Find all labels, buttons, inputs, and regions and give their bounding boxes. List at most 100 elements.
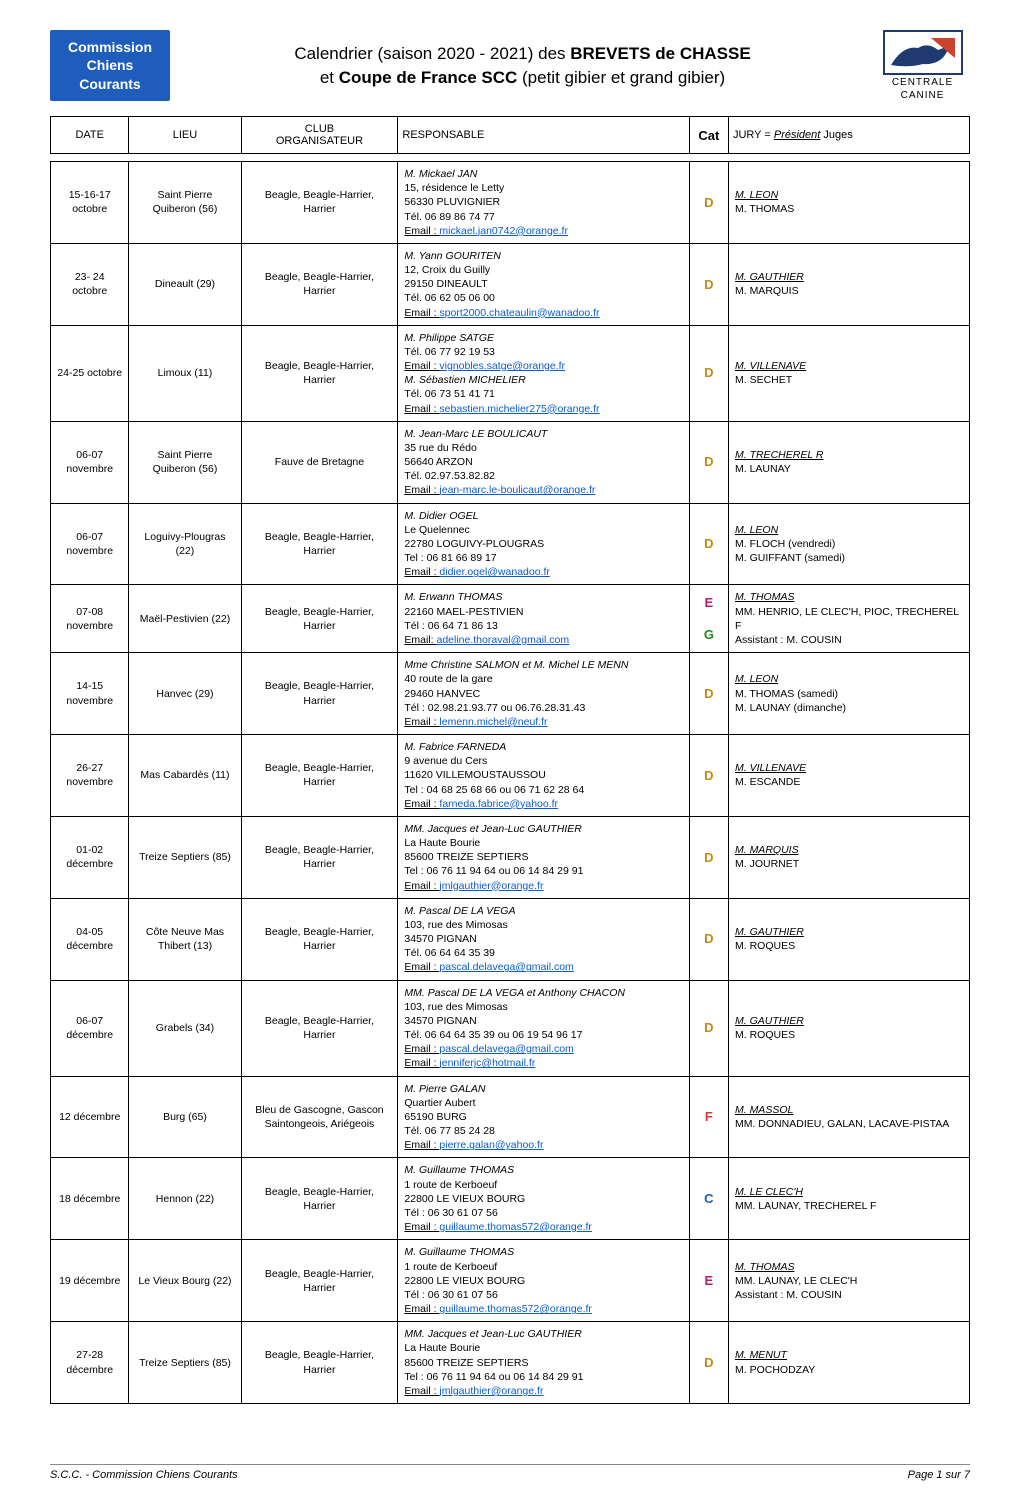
cell-lieu: Burg (65): [129, 1076, 241, 1158]
cell-lieu: Hennon (22): [129, 1158, 241, 1240]
cell-responsable: M. Erwann THOMAS22160 MAEL-PESTIVIENTél …: [398, 585, 689, 653]
cell-responsable: M. Didier OGELLe Quelennec22780 LOGUIVY-…: [398, 503, 689, 585]
email-link[interactable]: sport2000.chateaulin@wanadoo.fr: [439, 307, 599, 319]
cell-date: 06-07 décembre: [51, 980, 129, 1076]
table-row: 04-05 décembreCôte Neuve Mas Thibert (13…: [51, 898, 970, 980]
cell-club: Beagle, Beagle-Harrier, Harrier: [241, 1158, 398, 1240]
cell-date: 24-25 octobre: [51, 325, 129, 421]
cell-jury: M. GAUTHIERM. ROQUES: [728, 898, 969, 980]
email-link[interactable]: jean-marc.le-boulicaut@orange.fr: [439, 484, 595, 496]
badge-line: Chiens: [87, 57, 134, 73]
email-link[interactable]: pierre.galan@yahoo.fr: [439, 1139, 543, 1151]
cell-responsable: M. Guillaume THOMAS1 route de Kerboeuf22…: [398, 1240, 689, 1322]
cell-jury: M. MASSOLMM. DONNADIEU, GALAN, LACAVE-PI…: [728, 1076, 969, 1158]
cell-club: Beagle, Beagle-Harrier, Harrier: [241, 162, 398, 244]
cell-cat: F: [689, 1076, 728, 1158]
table-row: 24-25 octobreLimoux (11)Beagle, Beagle-H…: [51, 325, 970, 421]
cell-responsable: Mme Christine SALMON et M. Michel LE MEN…: [398, 653, 689, 735]
th-date: DATE: [51, 117, 129, 154]
th-club: CLUB ORGANISATEUR: [241, 117, 398, 154]
email-link[interactable]: pascal.delavega@gmail.com: [439, 1043, 573, 1055]
email-link[interactable]: vignobles.satge@orange.fr: [439, 360, 565, 372]
email-link[interactable]: pascal.delavega@gmail.com: [439, 961, 573, 973]
cell-jury: M. LE CLEC'HMM. LAUNAY, TRECHEREL F: [728, 1158, 969, 1240]
cell-responsable: M. Pierre GALANQuartier Aubert65190 BURG…: [398, 1076, 689, 1158]
cell-date: 23- 24 octobre: [51, 243, 129, 325]
cell-lieu: Treize Septiers (85): [129, 816, 241, 898]
email-link[interactable]: jenniferjc@hotmail.fr: [439, 1057, 535, 1069]
email-link[interactable]: jmlgauthier@orange.fr: [439, 880, 543, 892]
cell-responsable: M. Pascal DE LA VEGA103, rue des Mimosas…: [398, 898, 689, 980]
logo-label: CANINE: [875, 90, 970, 101]
email-link[interactable]: jmlgauthier@orange.fr: [439, 1385, 543, 1397]
email-link[interactable]: guillaume.thomas572@orange.fr: [439, 1303, 592, 1315]
table-row: 23- 24 octobreDineault (29)Beagle, Beagl…: [51, 243, 970, 325]
cell-lieu: Le Vieux Bourg (22): [129, 1240, 241, 1322]
email-link[interactable]: lemenn.michel@neuf.fr: [439, 716, 547, 728]
cell-club: Beagle, Beagle-Harrier, Harrier: [241, 585, 398, 653]
cell-responsable: MM. Pascal DE LA VEGA et Anthony CHACON1…: [398, 980, 689, 1076]
cell-lieu: Mas Cabardès (11): [129, 735, 241, 817]
th-jury: JURY = Président Juges: [728, 117, 969, 154]
page-footer: S.C.C. - Commission Chiens Courants Page…: [50, 1464, 970, 1481]
cell-responsable: M. Guillaume THOMAS1 route de Kerboeuf22…: [398, 1158, 689, 1240]
table-body: 15-16-17 octobreSaint Pierre Quiberon (5…: [51, 154, 970, 1404]
email-link[interactable]: mickael.jan0742@orange.fr: [439, 225, 568, 237]
cell-cat: D: [689, 1322, 728, 1404]
cell-lieu: Treize Septiers (85): [129, 1322, 241, 1404]
cell-club: Beagle, Beagle-Harrier, Harrier: [241, 980, 398, 1076]
cell-jury: M. THOMASMM. LAUNAY, LE CLEC'HAssistant …: [728, 1240, 969, 1322]
cell-jury: M. LEONM. THOMAS: [728, 162, 969, 244]
cell-cat: C: [689, 1158, 728, 1240]
cell-date: 27-28 décembre: [51, 1322, 129, 1404]
email-link[interactable]: adeline.thoraval@gmail.com: [436, 634, 569, 646]
email-link[interactable]: farneda.fabrice@yahoo.fr: [439, 798, 558, 810]
cell-responsable: M. Jean-Marc LE BOULICAUT35 rue du Rédo5…: [398, 421, 689, 503]
logo-label: CENTRALE: [875, 77, 970, 88]
cell-lieu: Côte Neuve Mas Thibert (13): [129, 898, 241, 980]
document-title: Calendrier (saison 2020 - 2021) des BREV…: [190, 42, 855, 90]
cell-cat: E: [689, 1240, 728, 1322]
cell-cat: D: [689, 735, 728, 817]
cell-cat: D: [689, 653, 728, 735]
table-row: 18 décembreHennon (22)Beagle, Beagle-Har…: [51, 1158, 970, 1240]
cell-jury: M. VILLENAVEM. ESCANDE: [728, 735, 969, 817]
cell-responsable: M. Mickael JAN15, résidence le Letty5633…: [398, 162, 689, 244]
cell-lieu: Saint Pierre Quiberon (56): [129, 421, 241, 503]
title-text: Calendrier (saison 2020 - 2021) des: [294, 44, 570, 63]
cell-jury: M. GAUTHIERM. MARQUIS: [728, 243, 969, 325]
cell-lieu: Maël-Pestivien (22): [129, 585, 241, 653]
cell-lieu: Limoux (11): [129, 325, 241, 421]
email-link[interactable]: sebastien.michelier275@orange.fr: [439, 403, 599, 415]
cell-cat: D: [689, 162, 728, 244]
email-link[interactable]: didier.ogel@wanadoo.fr: [439, 566, 549, 578]
cell-club: Beagle, Beagle-Harrier, Harrier: [241, 898, 398, 980]
cell-date: 18 décembre: [51, 1158, 129, 1240]
cell-club: Beagle, Beagle-Harrier, Harrier: [241, 1322, 398, 1404]
badge-line: Courants: [79, 76, 140, 92]
cell-jury: M. MENUTM. POCHODZAY: [728, 1322, 969, 1404]
cell-jury: M. GAUTHIERM. ROQUES: [728, 980, 969, 1076]
cell-jury: M. THOMASMM. HENRIO, LE CLEC'H, PIOC, TR…: [728, 585, 969, 653]
dog-logo-icon: [883, 30, 963, 75]
table-row: 06-07 décembreGrabels (34)Beagle, Beagle…: [51, 980, 970, 1076]
cell-cat: D: [689, 421, 728, 503]
table-row: 12 décembreBurg (65)Bleu de Gascogne, Ga…: [51, 1076, 970, 1158]
cell-date: 14-15 novembre: [51, 653, 129, 735]
cell-date: 06-07 novembre: [51, 503, 129, 585]
cell-jury: M. TRECHEREL RM. LAUNAY: [728, 421, 969, 503]
cell-cat: D: [689, 980, 728, 1076]
title-bold: Coupe de France SCC: [339, 68, 518, 87]
cell-cat: D: [689, 898, 728, 980]
cell-cat: D: [689, 243, 728, 325]
cell-club: Bleu de Gascogne, Gascon Saintongeois, A…: [241, 1076, 398, 1158]
title-bold: BREVETS de CHASSE: [570, 44, 750, 63]
email-link[interactable]: guillaume.thomas572@orange.fr: [439, 1221, 592, 1233]
table-row: 15-16-17 octobreSaint Pierre Quiberon (5…: [51, 162, 970, 244]
th-cat: Cat: [689, 117, 728, 154]
table-header: DATE LIEU CLUB ORGANISATEUR RESPONSABLE …: [51, 117, 970, 154]
cell-club: Beagle, Beagle-Harrier, Harrier: [241, 735, 398, 817]
centrale-canine-logo: CENTRALE CANINE: [875, 30, 970, 101]
cell-club: Beagle, Beagle-Harrier, Harrier: [241, 243, 398, 325]
cell-date: 19 décembre: [51, 1240, 129, 1322]
